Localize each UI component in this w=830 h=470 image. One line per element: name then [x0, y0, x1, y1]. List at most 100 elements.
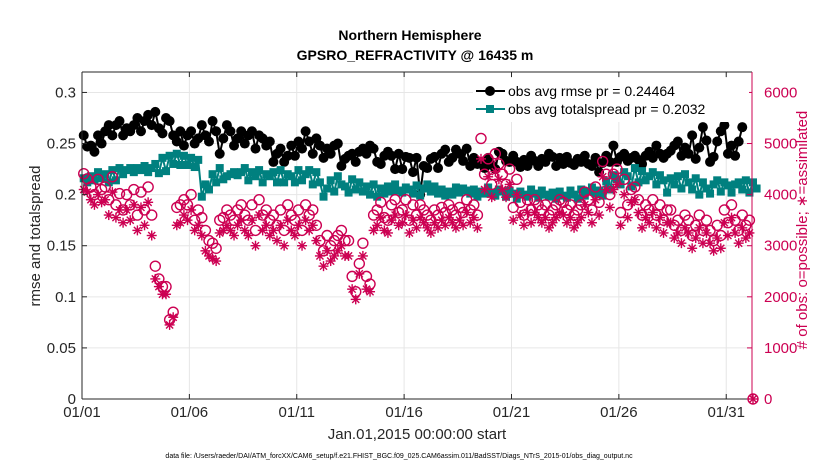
possible-point	[711, 219, 723, 231]
possible-point	[468, 199, 480, 211]
possible-point	[321, 229, 333, 242]
assimilated-point	[93, 189, 104, 200]
assimilated-point	[418, 217, 429, 228]
spread-point	[466, 189, 475, 198]
assimilated-point	[329, 250, 340, 261]
assimilated-point	[300, 215, 311, 226]
assimilated-point	[85, 194, 96, 205]
spread-point	[655, 171, 664, 180]
spread-point	[702, 184, 711, 193]
assimilated-point	[712, 233, 723, 244]
spread-point	[552, 194, 561, 203]
x-tick-label: 01/01	[63, 404, 101, 421]
spread-point	[298, 176, 307, 185]
rmse-point	[297, 143, 308, 154]
spread-point	[441, 191, 450, 200]
assimilated-point	[186, 204, 197, 215]
y-right-axis-label: # of obs: o=possible; ∗=assimilated	[794, 111, 811, 350]
assimilated-point	[715, 243, 726, 254]
chart-title: Northern Hemisphere	[338, 27, 481, 43]
assimilated-point	[579, 199, 590, 210]
assimilated-point	[672, 227, 683, 238]
rmse-point	[579, 150, 590, 161]
rmse-point	[178, 140, 189, 151]
rmse-point	[250, 143, 261, 154]
spread-point	[713, 176, 722, 185]
rmse-point	[440, 144, 451, 155]
possible-point	[503, 163, 516, 175]
assimilated-point	[411, 222, 422, 233]
spread-point	[537, 186, 546, 195]
assimilated-point	[372, 220, 383, 231]
spread-point	[90, 176, 99, 185]
spread-point	[276, 166, 285, 175]
assimilated-point	[268, 225, 279, 236]
rmse-point	[708, 151, 719, 162]
spread-point	[83, 178, 92, 187]
rmse-point	[733, 136, 744, 147]
rmse-point	[712, 136, 723, 147]
assimilated-point	[640, 212, 651, 223]
assimilated-point	[121, 204, 132, 215]
possible-point	[299, 199, 312, 211]
spread-point	[749, 178, 758, 187]
spread-point	[416, 191, 425, 200]
rmse-point	[433, 163, 444, 174]
assimilated-point	[515, 210, 526, 221]
assimilated-point	[143, 197, 154, 208]
spread-point	[562, 193, 571, 202]
spread-point	[598, 191, 607, 200]
y-right-tick-label: 6000	[764, 84, 797, 101]
spread-point	[305, 166, 314, 175]
possible-point	[521, 194, 534, 206]
spread-point	[340, 182, 349, 191]
spread-point	[312, 168, 321, 177]
x-axis-label: Jan.01,2015 00:00:00 start	[328, 426, 507, 443]
assimilated-point	[415, 212, 426, 223]
rmse-point	[411, 152, 422, 163]
spread-point	[212, 178, 221, 187]
possible-point	[618, 173, 630, 185]
spread-point	[638, 167, 647, 176]
spread-point	[126, 164, 135, 173]
rmse-point	[461, 143, 472, 154]
possible-point	[593, 196, 605, 208]
possible-point	[743, 214, 756, 226]
assimilated-point	[465, 217, 476, 228]
assimilated-point	[350, 294, 361, 305]
spread-point	[204, 185, 213, 194]
rmse-point	[651, 140, 662, 151]
assimilated-point	[654, 212, 665, 223]
rmse-point	[282, 150, 293, 161]
assimilated-point	[89, 199, 100, 210]
y-tick-label: 0.2	[55, 187, 76, 204]
spread-point	[544, 192, 553, 201]
rmse-point	[458, 155, 469, 166]
spread-point	[366, 190, 375, 199]
assimilated-point	[404, 227, 415, 238]
assimilated-point	[615, 220, 626, 231]
spread-point	[119, 170, 128, 179]
spread-point	[169, 159, 178, 168]
assimilated-point	[100, 194, 111, 205]
spread-point	[101, 170, 110, 179]
rmse-point	[637, 158, 648, 169]
assimilated-point	[211, 256, 222, 267]
spread-point	[645, 172, 654, 181]
rmse-point	[332, 138, 343, 149]
possible-point	[342, 234, 355, 247]
spread-point	[709, 180, 718, 189]
assimilated-point	[722, 230, 733, 241]
rmse-point	[390, 164, 401, 175]
spread-point	[115, 164, 124, 173]
possible-point	[697, 224, 709, 237]
assimilated-point	[132, 225, 143, 236]
possible-point	[478, 168, 491, 180]
spread-point	[570, 190, 579, 199]
possible-point	[407, 199, 419, 211]
spread-point	[165, 151, 174, 160]
assimilated-point	[479, 184, 490, 195]
assimilated-point	[740, 233, 751, 244]
assimilated-point	[447, 217, 458, 228]
